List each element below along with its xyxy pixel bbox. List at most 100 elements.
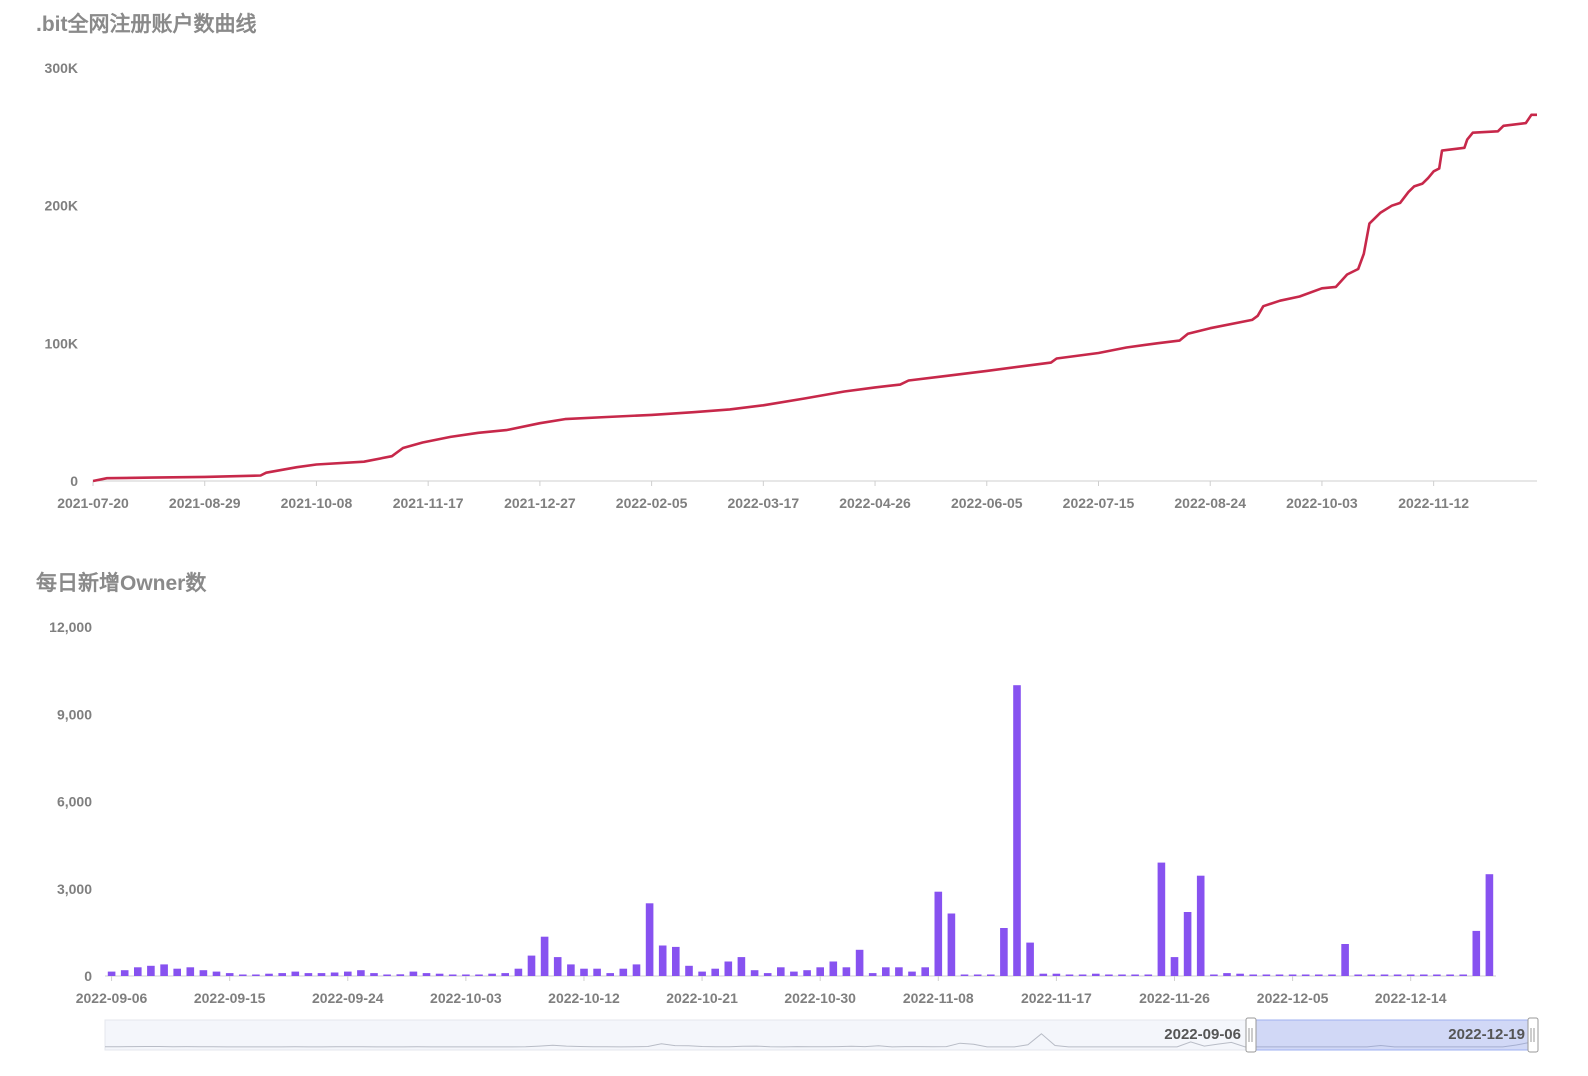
bar [580,968,588,976]
bar [357,970,365,976]
x-tick-label: 2022-03-17 [728,495,800,511]
bar [908,971,916,976]
x-tick-label: 2022-10-03 [430,990,502,1006]
bar [973,974,982,976]
bar [763,973,772,976]
y-tick-label: 12,000 [49,619,92,635]
bar [475,974,483,976]
bar [1210,974,1218,976]
daily-new-owners-bar-chart: 0 3,000 6,000 9,000 12,000 2022-09-06 2022-09-… [49,619,1539,1053]
bar [1393,974,1402,976]
bar [1328,974,1336,976]
bar [107,971,116,976]
bar [882,967,890,976]
bar [842,967,851,976]
bar [947,913,956,976]
bar [160,964,168,976]
bar [134,967,142,976]
data-zoom-handle[interactable] [1245,1017,1257,1053]
y-tick-label: 6,000 [57,794,92,810]
bar [527,955,536,976]
bar [593,968,601,976]
bar [212,971,221,976]
bar [488,973,496,976]
x-tick-label: 2022-09-24 [312,990,384,1006]
bar [619,968,628,976]
bar [1065,974,1074,976]
bar [1131,974,1139,976]
bar [632,964,641,976]
bar [514,968,523,976]
x-tick-label: 2022-04-26 [839,495,911,511]
bar [1078,974,1087,976]
bar [1052,973,1061,976]
x-tick-label: 2021-08-29 [169,495,241,511]
bar [1420,974,1428,976]
bar [1406,974,1415,976]
bar [1039,973,1048,976]
y-tick-label: 0 [84,968,92,984]
bar [147,965,155,976]
x-tick-label: 2021-07-20 [57,495,129,511]
zoom-end-label: 2022-12-19 [1448,1026,1525,1043]
bar [278,973,286,976]
registered-accounts-line-chart: 0 100K 200K 300K 2021-07-20 2021-08-29 2021-10… [45,60,1537,511]
bar [553,957,562,976]
bar [987,974,995,976]
bar [750,970,759,976]
data-zoom-track [104,1019,1531,1051]
bar [855,949,864,976]
bar [724,961,733,976]
bar [1380,974,1389,976]
bar [1446,974,1454,976]
zoom-start-label: 2022-09-06 [1164,1026,1241,1043]
line-chart-title: .bit全网注册账户数曲线 [36,13,257,36]
bar [1367,974,1376,976]
data-zoom-handle[interactable] [1527,1017,1539,1053]
bar [1459,974,1467,976]
bar [1301,974,1310,976]
bar [1183,912,1192,976]
bar [1157,862,1166,976]
bar [1288,974,1297,976]
bar [698,971,706,976]
bar [173,968,181,976]
bar [501,973,509,976]
x-tick-label: 2022-10-30 [784,990,856,1006]
bar [737,957,746,976]
bar [383,974,391,976]
x-tick-label: 2022-11-08 [903,990,974,1006]
x-tick-label: 2022-11-12 [1398,495,1469,511]
bar [1118,974,1126,976]
bar [960,974,969,976]
bar [658,945,667,976]
bar [304,973,313,976]
bar [1013,685,1021,976]
bar [239,974,247,976]
bar [396,974,405,976]
x-tick-label: 2021-11-17 [393,495,464,511]
bar [225,973,234,976]
bar [344,971,352,976]
bar [606,973,614,976]
series-line [92,113,1537,483]
bar [921,967,929,976]
data-zoom-preview-line [104,1033,1531,1048]
x-tick-label: 2021-10-08 [281,495,353,511]
bar [448,974,457,976]
y-tick-label: 0 [70,473,78,489]
bar [711,968,719,976]
bar [462,974,470,976]
bar [803,970,811,976]
bar [291,971,300,976]
bar [1249,974,1257,976]
y-tick-label: 200K [45,198,78,214]
bar [265,973,273,976]
x-tick-label: 2022-06-05 [951,495,1023,511]
bar [895,967,903,976]
bar [829,961,838,976]
bar [317,973,326,976]
bar [1472,930,1481,976]
bar [1092,973,1100,976]
bar [1275,974,1284,976]
